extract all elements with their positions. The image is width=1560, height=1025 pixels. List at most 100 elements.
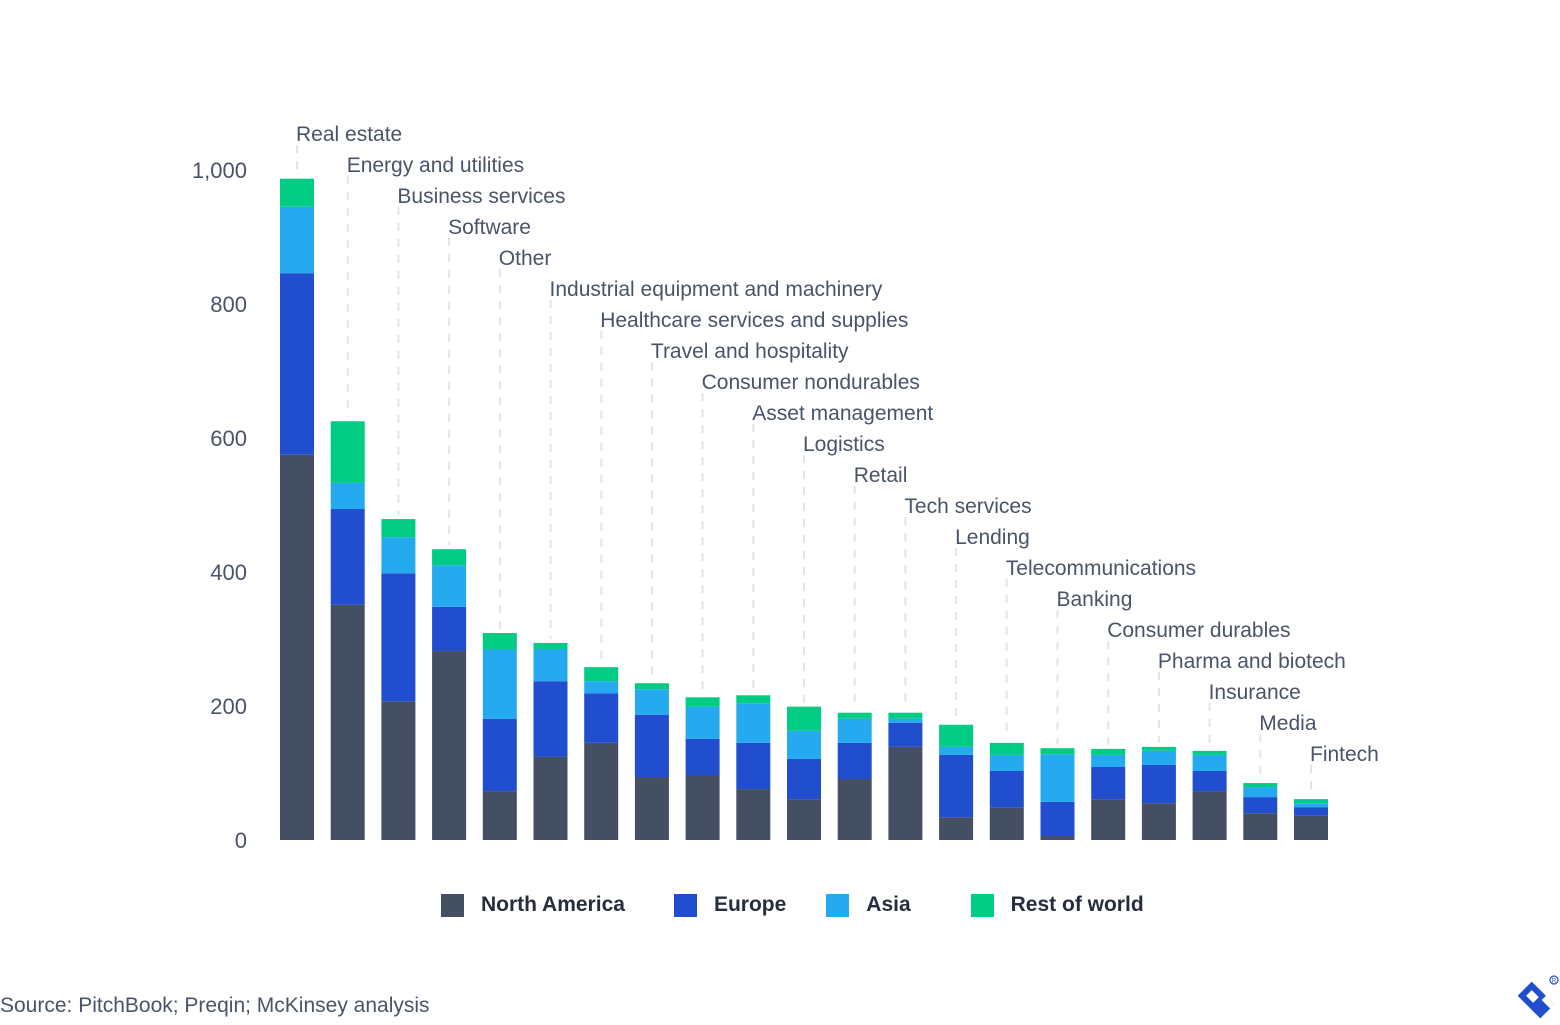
bar-segment-asia <box>736 703 771 743</box>
bar-segment-europe <box>939 754 974 818</box>
bar-stack <box>1091 748 1126 840</box>
bar-segment-europe <box>1141 764 1176 804</box>
category-label: Travel and hospitality <box>651 340 849 363</box>
y-axis: 0 200 400 600 800 1,000 <box>192 158 247 853</box>
bar-segment-asia <box>685 706 720 739</box>
bar-segment-north-america <box>1294 815 1328 840</box>
y-tick-label: 400 <box>210 560 247 585</box>
bar-segment-north-america <box>482 791 517 840</box>
category-labels: Real estate Energy and utilities Business … <box>296 123 1379 766</box>
bar-segment-asia <box>432 565 467 607</box>
bar-segment-rest-of-world <box>1091 748 1126 755</box>
bar-segment-europe <box>330 509 365 605</box>
legend-item-europe: Europe <box>673 893 787 917</box>
bar-segment-north-america <box>1243 813 1278 840</box>
bar-segment-rest-of-world <box>787 706 821 731</box>
bar-segment-asia <box>1243 787 1278 798</box>
bar-segment-rest-of-world <box>1243 783 1278 788</box>
bar-stack <box>939 724 974 840</box>
legend: North America Europe Asia Rest of world <box>441 893 1144 917</box>
bar-segment-north-america <box>1040 835 1075 840</box>
category-label: Insurance <box>1209 681 1301 704</box>
bar-stack <box>381 519 416 840</box>
category-leader-lines <box>296 145 1312 796</box>
category-label: Energy and utilities <box>347 154 524 177</box>
bar-stack <box>1192 750 1227 840</box>
bar-segment-europe <box>1192 770 1227 792</box>
bar-segment-rest-of-world <box>1141 746 1176 751</box>
bar-segment-europe <box>1294 807 1328 816</box>
bar-segment-rest-of-world <box>989 742 1024 755</box>
bar-segment-europe <box>1243 797 1278 814</box>
legend-item-rest-of-world: Rest of world <box>970 893 1144 917</box>
bar-stack <box>432 549 467 840</box>
bar-segment-asia <box>634 689 669 715</box>
y-tick-label: 200 <box>210 694 247 719</box>
legend-label: North America <box>481 893 625 916</box>
category-label: Asset management <box>752 402 933 425</box>
category-label: Consumer nondurables <box>702 371 920 394</box>
legend-label: Rest of world <box>1010 893 1144 916</box>
bar-segment-rest-of-world <box>939 724 974 747</box>
bar-stack <box>888 712 923 840</box>
category-label: Media <box>1259 712 1317 735</box>
bar-segment-asia <box>1192 754 1227 771</box>
bar-segment-north-america <box>381 701 416 840</box>
bar-segment-asia <box>989 754 1024 771</box>
bar-segment-europe <box>736 742 771 790</box>
y-tick-label: 600 <box>210 426 247 451</box>
bar-segment-north-america <box>1141 803 1176 840</box>
bar-stack <box>584 667 619 840</box>
category-label: Business services <box>397 185 565 208</box>
bar-segment-europe <box>888 722 923 747</box>
bar-segment-north-america <box>1192 791 1227 840</box>
legend-label: Europe <box>713 893 787 916</box>
bar-stack <box>1243 783 1278 840</box>
stacked-bar-chart: 0 200 400 600 800 1,000 Real estate Energy and… <box>192 123 1379 853</box>
bar-segment-europe <box>634 714 669 778</box>
bar-segment-europe <box>989 770 1024 808</box>
bar-segment-rest-of-world <box>634 683 669 690</box>
bar-segment-europe <box>432 606 467 652</box>
bar-segment-europe <box>381 573 416 702</box>
category-label: Telecommunications <box>1006 557 1196 580</box>
bar-segment-rest-of-world <box>381 519 416 538</box>
bar-segment-asia <box>584 681 619 694</box>
bar-segment-asia <box>330 482 365 510</box>
bar-segment-rest-of-world <box>1294 799 1328 804</box>
bar-segment-rest-of-world <box>1040 748 1075 755</box>
bar-segment-europe <box>482 718 517 792</box>
bar-segment-europe <box>533 681 568 757</box>
bar-segment-north-america <box>280 454 314 840</box>
bar-stack <box>482 632 517 840</box>
bar-segment-asia <box>888 718 923 723</box>
bar-segment-north-america <box>432 651 467 840</box>
legend-item-asia: Asia <box>826 893 911 917</box>
category-label: Other <box>499 247 552 270</box>
toptal-logo-icon: R <box>1517 974 1560 1020</box>
bar-segment-asia <box>482 649 517 719</box>
bar-segment-europe <box>1040 801 1075 836</box>
category-label: Lending <box>955 526 1030 549</box>
category-label: Banking <box>1057 588 1133 611</box>
legend-swatch-asia <box>826 893 850 917</box>
y-tick-label: 1,000 <box>192 158 247 183</box>
source-note: Source: PitchBook; Preqin; McKinsey anal… <box>0 994 430 1017</box>
bar-stack <box>533 643 568 840</box>
bar-segment-north-america <box>787 799 821 840</box>
bar-segment-north-america <box>634 777 669 840</box>
bar-segment-asia <box>837 718 872 743</box>
category-label: Retail <box>854 464 908 487</box>
bar-segment-north-america <box>939 817 974 840</box>
bar-segment-asia <box>533 649 568 682</box>
svg-text:R: R <box>1552 979 1557 985</box>
legend-swatch-rest-of-world <box>970 893 994 917</box>
bar-segment-rest-of-world <box>482 632 517 650</box>
bar-segment-asia <box>1141 750 1176 765</box>
legend-swatch-europe <box>673 893 697 917</box>
bar-segment-rest-of-world <box>837 712 872 719</box>
bar-segment-north-america <box>1091 799 1126 840</box>
bar-stack <box>837 712 872 840</box>
category-label: Pharma and biotech <box>1158 650 1346 673</box>
legend-swatch-north-america <box>441 893 464 917</box>
